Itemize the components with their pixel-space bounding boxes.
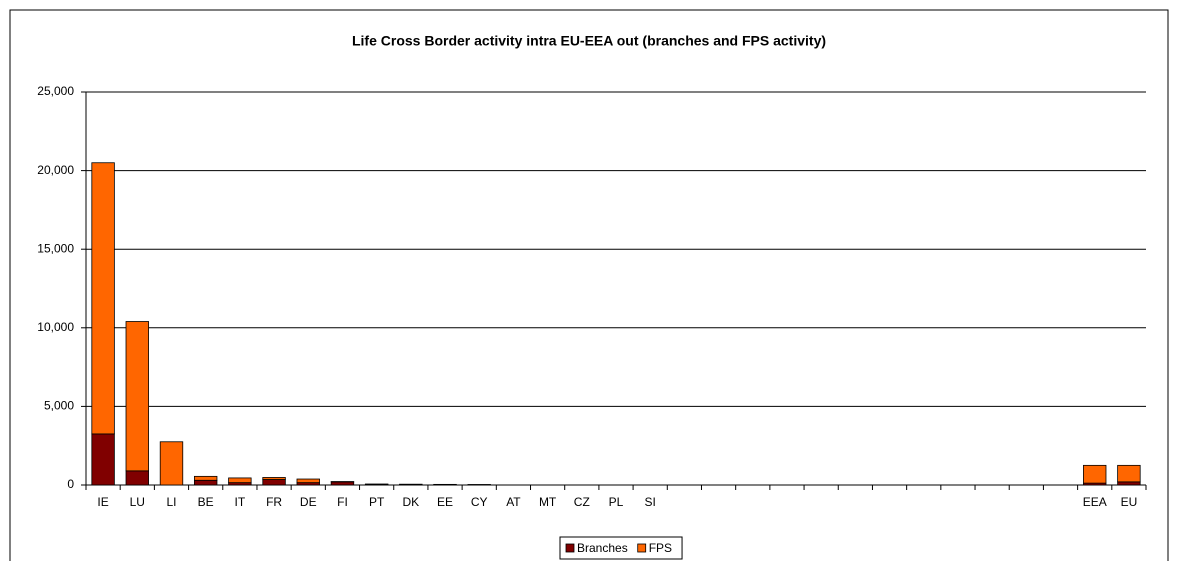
y-tick-label: 5,000 xyxy=(44,399,74,413)
x-tick-label: DE xyxy=(300,495,317,509)
y-tick-label: 20,000 xyxy=(37,163,74,177)
y-tick-label: 0 xyxy=(67,477,74,491)
bar-segment xyxy=(159,441,184,486)
x-tick-label: FI xyxy=(337,495,348,509)
legend-label: FPS xyxy=(649,541,672,555)
x-tick-label: PL xyxy=(609,495,624,509)
x-tick-label: CY xyxy=(471,495,488,509)
legend-label: Branches xyxy=(577,541,628,555)
legend-swatch xyxy=(565,543,575,553)
x-tick-label: IT xyxy=(235,495,246,509)
x-tick-label: EE xyxy=(437,495,453,509)
bar-segment xyxy=(1117,481,1141,486)
x-tick-label: BE xyxy=(198,495,214,509)
bar-segment xyxy=(1083,464,1107,484)
x-tick-label: IE xyxy=(97,495,108,509)
y-tick-label: 25,000 xyxy=(37,84,74,98)
x-tick-label: CZ xyxy=(574,495,590,509)
x-tick-label: AT xyxy=(506,495,521,509)
y-tick-label: 15,000 xyxy=(37,241,74,255)
x-tick-label: SI xyxy=(645,495,656,509)
x-tick-label: DK xyxy=(403,495,420,509)
x-tick-label: FR xyxy=(266,495,282,509)
bar-segment xyxy=(125,470,149,486)
bar-segment xyxy=(1117,464,1141,483)
bar-segment xyxy=(91,433,115,486)
bar-segment xyxy=(262,479,286,486)
x-tick-label: PT xyxy=(369,495,385,509)
legend-swatch xyxy=(637,543,647,553)
bar-segment xyxy=(125,321,149,472)
bar-segment xyxy=(193,475,218,481)
y-tick-label: 10,000 xyxy=(37,320,74,334)
bar-segment xyxy=(91,162,115,435)
legend-box xyxy=(559,536,683,560)
bar-segment xyxy=(193,479,218,486)
chart-title: Life Cross Border activity intra EU-EEA … xyxy=(352,33,826,49)
bar-segment xyxy=(330,481,355,486)
chart-frame xyxy=(9,9,1169,561)
x-tick-label: LI xyxy=(166,495,176,509)
x-tick-label: MT xyxy=(539,495,557,509)
bar-segment xyxy=(262,477,286,480)
x-tick-label: EEA xyxy=(1083,495,1107,509)
x-tick-label: LU xyxy=(130,495,145,509)
bar-segment xyxy=(296,478,320,484)
x-tick-label: EU xyxy=(1121,495,1138,509)
bar-segment xyxy=(228,477,252,484)
